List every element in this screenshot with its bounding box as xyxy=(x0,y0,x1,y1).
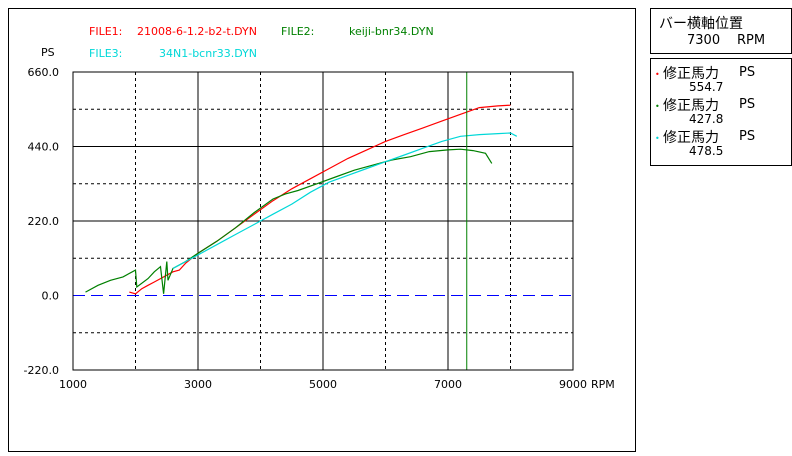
value-number: 478.5 xyxy=(689,144,724,158)
series3-marker-icon: • xyxy=(655,134,660,143)
value-number: 554.7 xyxy=(689,80,724,94)
x-tick-label: 1000 xyxy=(59,378,87,391)
x-tick-label: 3000 xyxy=(184,378,212,391)
x-tick-label: 5000 xyxy=(309,378,337,391)
y-tick-label: 660.0 xyxy=(28,66,60,79)
value-entry-3: • 修正馬力 PS 478.5 xyxy=(655,127,789,159)
value-name: 修正馬力 xyxy=(663,98,719,114)
file2-name: keiji-bnr34.DYN xyxy=(349,25,434,38)
grid-layer xyxy=(73,72,573,370)
plot-frame xyxy=(72,71,574,371)
file1-label: FILE1: xyxy=(89,25,123,38)
values-panel: • 修正馬力 PS 554.7 • 修正馬力 PS 427.8 • 修正馬力 P… xyxy=(650,58,792,166)
x-tick-label: 9000 xyxy=(559,378,587,391)
file3-label: FILE3: xyxy=(89,47,123,60)
value-unit: PS xyxy=(739,97,756,112)
file1-name: 21008-6-1.2-b2-t.DYN xyxy=(137,25,257,38)
bar-position-unit: RPM xyxy=(737,33,766,48)
bar-position-title: バー横軸位置 xyxy=(659,16,743,32)
series2-marker-icon: • xyxy=(655,102,660,111)
series1-marker-icon: • xyxy=(655,70,660,79)
y-tick-label: 0.0 xyxy=(42,290,60,303)
y-tick-label: 220.0 xyxy=(28,215,60,228)
dyno-chart: -220.0 0.0 220.0 440.0 660.0 1000 3000 5000 7000… xyxy=(24,46,615,391)
value-name: 修正馬力 xyxy=(663,66,719,82)
value-number: 427.8 xyxy=(689,112,724,126)
bar-position-panel: バー横軸位置 7300 RPM xyxy=(650,8,792,54)
value-unit: PS xyxy=(739,65,756,80)
value-entry-1: • 修正馬力 PS 554.7 xyxy=(655,63,789,95)
y-axis-label: PS xyxy=(41,46,55,59)
file2-label: FILE2: xyxy=(281,25,315,38)
series-line-1 xyxy=(129,104,511,295)
x-axis-label: RPM xyxy=(591,378,615,391)
x-tick-label: 7000 xyxy=(434,378,462,391)
value-name: 修正馬力 xyxy=(663,130,719,146)
y-tick-label: -220.0 xyxy=(24,364,59,377)
chart-panel: FILE1: 21008-6-1.2-b2-t.DYN FILE2: keiji… xyxy=(8,8,636,452)
series-line-3 xyxy=(172,132,518,269)
bar-position-value: 7300 xyxy=(687,33,721,48)
value-unit: PS xyxy=(739,129,756,144)
value-entry-2: • 修正馬力 PS 427.8 xyxy=(655,95,789,127)
y-tick-label: 440.0 xyxy=(28,141,60,154)
tick-layer: -220.0 0.0 220.0 440.0 660.0 1000 3000 5000 7000… xyxy=(24,66,587,391)
file3-name: 34N1-bcnr33.DYN xyxy=(159,47,258,60)
series-layer xyxy=(85,104,518,295)
series-line-2 xyxy=(85,148,493,294)
